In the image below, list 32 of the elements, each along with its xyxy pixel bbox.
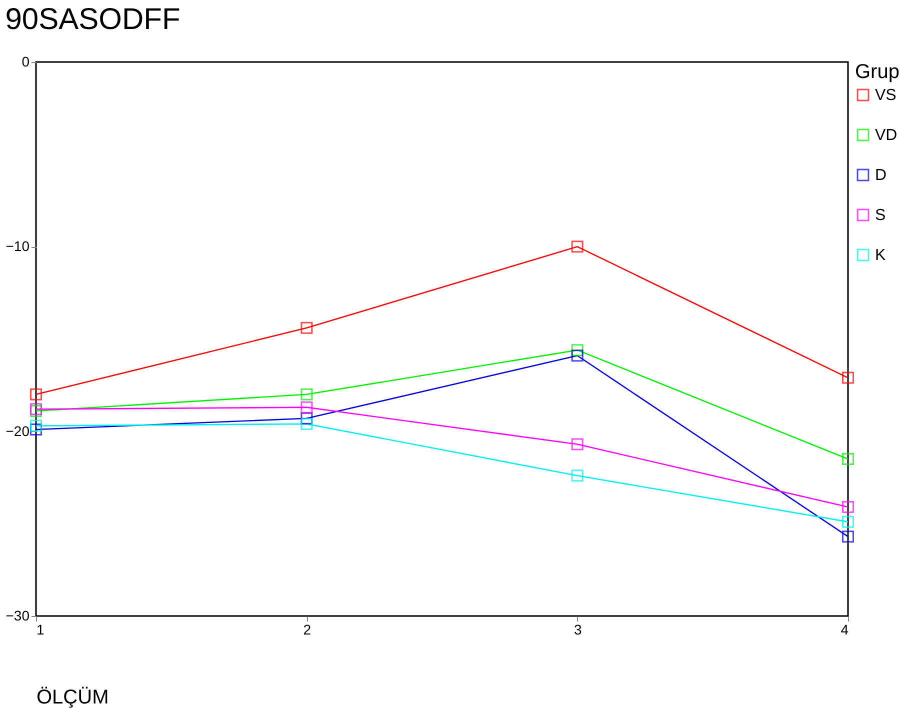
point	[571, 344, 584, 356]
point	[842, 516, 854, 528]
point	[300, 322, 313, 334]
point	[300, 388, 313, 400]
x-tick-label: 3	[574, 622, 582, 638]
point	[571, 438, 584, 450]
point	[30, 420, 42, 432]
point	[842, 372, 854, 384]
point	[842, 530, 854, 543]
x-axis-title: ÖLÇÜM	[36, 686, 109, 708]
x-tick-label: 1	[36, 622, 44, 638]
point	[571, 470, 584, 482]
legend-label: D	[875, 167, 887, 184]
point	[300, 401, 313, 414]
y-tick-label: −30	[6, 608, 30, 624]
y-tick-label: −20	[6, 422, 30, 439]
legend-label: VS	[875, 87, 896, 104]
chart-title: 90SASODFF	[5, 3, 180, 36]
legend-label: VD	[875, 127, 898, 144]
point	[842, 453, 854, 466]
point	[571, 240, 584, 253]
legend-label: K	[875, 247, 886, 264]
point	[842, 501, 854, 514]
legend-label: S	[875, 207, 886, 224]
legend-title: Grup	[855, 61, 900, 83]
x-tick-label: 4	[840, 622, 849, 638]
y-tick-label: −10	[6, 238, 30, 254]
x-tick-label: 2	[303, 622, 312, 638]
point	[30, 388, 42, 400]
y-tick-label: 0	[22, 54, 30, 70]
point	[571, 350, 584, 362]
point	[300, 418, 313, 430]
